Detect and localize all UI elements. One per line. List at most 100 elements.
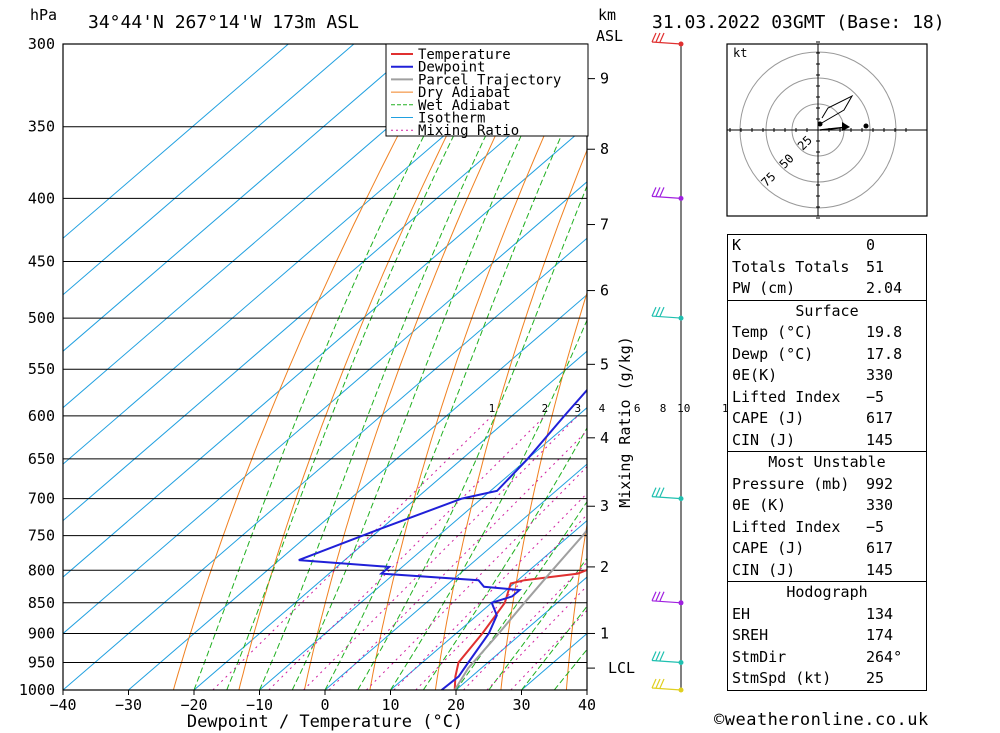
index-label: Totals Totals	[732, 257, 850, 276]
isotherm-line	[63, 68, 587, 522]
isotherm-line	[63, 44, 420, 352]
pressure-tick-label: 850	[28, 594, 55, 612]
index-label: CAPE (J)	[732, 409, 805, 427]
wet-adiabat-line	[226, 44, 501, 690]
x-tick-label: −10	[246, 696, 273, 714]
dry-adiabat-line	[565, 521, 587, 690]
index-row: Lifted Index −5	[728, 517, 926, 539]
height-tick-label: 8	[600, 140, 609, 158]
pressure-tick-label: 950	[28, 653, 55, 671]
wet-adiabat-line	[455, 500, 587, 690]
pressure-tick-label: 300	[28, 35, 55, 53]
storm-motion-arrow-icon	[842, 122, 850, 131]
x-tick-label: 10	[381, 696, 399, 714]
index-label: Temp (°C)	[732, 323, 814, 341]
height-tick-label: 1	[600, 624, 609, 642]
dewpoint-line	[298, 388, 587, 690]
surface-heading: Surface	[795, 301, 859, 320]
wind-barb	[651, 487, 682, 500]
index-value: 992	[866, 474, 894, 493]
index-row: CAPE (J) 617	[728, 538, 926, 560]
legend-item-label: Temperature	[418, 47, 511, 63]
wind-barb	[651, 678, 682, 691]
legend-item-label: Wet Adiabat	[418, 98, 511, 114]
mixing-ratio-line	[366, 465, 587, 690]
pressure-tick-label: 450	[28, 253, 55, 271]
index-label: SREH	[732, 626, 769, 644]
index-row: StmDir 264°	[728, 647, 926, 669]
mixing-ratio-line	[393, 492, 587, 690]
x-tick-label: 30	[512, 696, 530, 714]
isotherm-line	[63, 124, 587, 578]
parcel-trajectory-line	[453, 528, 587, 690]
x-axis-title: Dewpoint / Temperature (°C)	[187, 712, 463, 732]
legend-item-label: Isotherm	[418, 111, 485, 127]
index-label: Pressure (mb)	[732, 474, 850, 493]
index-row: PW (cm) 2.04	[728, 278, 926, 300]
index-row: Totals Totals 51	[728, 257, 926, 279]
mixing-ratio-line	[303, 415, 579, 690]
index-row: θE(K) 330	[728, 365, 926, 387]
indices-table: K 0 Totals Totals 51 PW (cm) 2.04 Surface Tem…	[727, 234, 927, 691]
index-value: 174	[866, 626, 894, 644]
pressure-tick-label: 800	[28, 561, 55, 579]
index-row: StmSpd (kt) 25	[728, 668, 926, 690]
hodograph-unit-label: kt	[733, 46, 747, 60]
index-label: StmSpd (kt)	[732, 669, 832, 687]
index-row: Temp (°C) 19.8	[728, 322, 926, 344]
isotherm-line	[63, 181, 587, 635]
isotherm-line	[259, 407, 587, 690]
mixing-ratio-label: 2	[542, 402, 549, 415]
legend-item-label: Dry Adiabat	[418, 85, 511, 101]
height-tick-label: 5	[600, 355, 609, 373]
x-tick-label: 40	[578, 696, 596, 714]
height-unit-sub-label: ASL	[596, 27, 623, 45]
pressure-tick-label: 1000	[19, 681, 55, 699]
index-value: 51	[866, 257, 885, 276]
index-label: CAPE (J)	[732, 539, 805, 557]
wind-barb	[651, 187, 682, 199]
hodograph-trace	[819, 94, 854, 125]
isotherm-line	[63, 44, 355, 296]
isotherm-line	[63, 44, 551, 465]
index-row: EH 134	[728, 604, 926, 626]
pressure-tick-label: 900	[28, 624, 55, 642]
mixing-ratio-label: 3	[574, 402, 581, 415]
mixing-ratio-line	[268, 415, 546, 690]
index-row: CAPE (J) 617	[728, 408, 926, 430]
wet-adiabat-line	[357, 184, 587, 690]
pressure-tick-label: 550	[28, 360, 55, 378]
index-value: 134	[866, 604, 894, 623]
index-value: 17.8	[866, 344, 903, 363]
x-tick-label: −40	[49, 696, 76, 714]
x-tick-label: 0	[320, 696, 329, 714]
isotherm-line	[455, 576, 587, 690]
index-row: CIN (J) 145	[728, 430, 926, 452]
index-value: 145	[866, 430, 894, 449]
height-unit-label: km	[598, 6, 616, 24]
pressure-tick-label: 750	[28, 527, 55, 545]
storm-motion-dot	[863, 123, 869, 129]
height-tick-label: 3	[600, 497, 609, 515]
index-value: 25	[866, 669, 885, 687]
index-label: PW (cm)	[732, 279, 796, 297]
index-label: Lifted Index	[732, 387, 841, 406]
hodograph-heading: Hodograph	[786, 583, 868, 601]
isotherm-line	[63, 237, 587, 690]
dry-adiabat-line	[947, 44, 1000, 690]
wind-barb	[651, 591, 682, 604]
wet-adiabat-line	[521, 605, 587, 690]
mixing-ratio-line	[328, 430, 587, 690]
index-label: θE(K)	[732, 366, 778, 384]
wind-barb	[651, 306, 682, 319]
wet-adiabat-line	[488, 557, 587, 690]
index-label: EH	[732, 604, 751, 623]
index-value: −5	[866, 517, 885, 536]
wet-adiabat-line	[422, 426, 587, 690]
index-row: SREH 174	[728, 625, 926, 647]
mixing-ratio-label: 6	[634, 402, 641, 415]
mixing-ratio-axis-title: Mixing Ratio (g/kg)	[616, 336, 634, 508]
legend-item-label: Dewpoint	[418, 60, 485, 76]
